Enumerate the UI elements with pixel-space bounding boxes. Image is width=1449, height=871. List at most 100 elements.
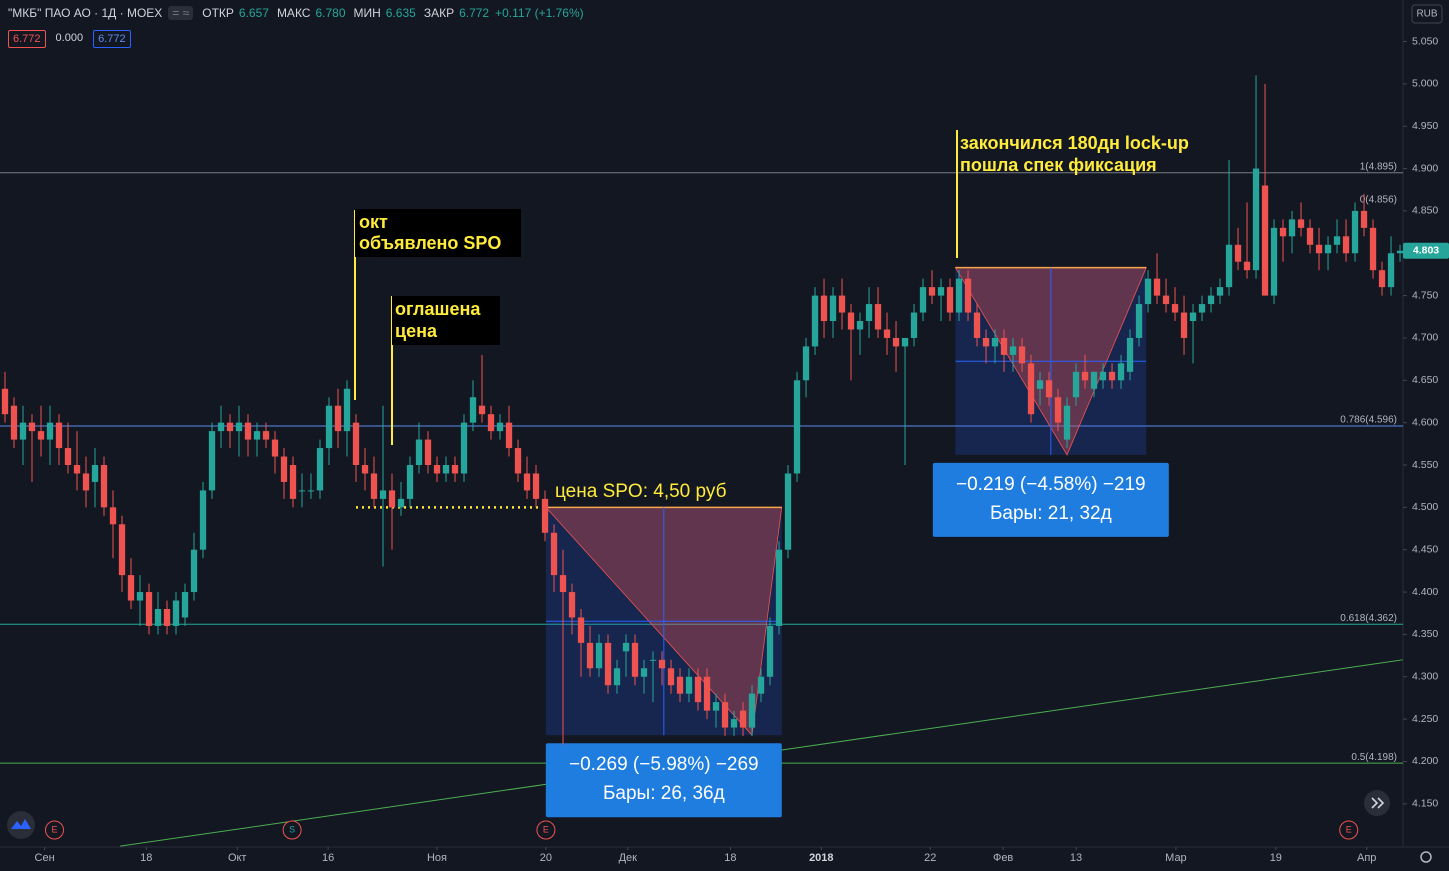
candle-body (1000, 337, 1008, 355)
candle-body (838, 295, 846, 313)
candle-body (1369, 227, 1377, 271)
y-tick-label: 4.450 (1412, 543, 1438, 555)
candle-body (1081, 371, 1089, 381)
candle-body (1144, 278, 1152, 305)
y-tick-label: 4.500 (1412, 501, 1438, 513)
candle-body (1009, 346, 1017, 355)
candle-body (406, 465, 414, 499)
x-tick-label: 22 (924, 852, 936, 864)
price-axis-bg (1403, 0, 1449, 871)
y-tick-label: 4.200 (1412, 755, 1438, 767)
candle-body (541, 498, 549, 533)
x-tick-label: Сен (35, 852, 55, 864)
candle-body (595, 642, 603, 669)
logo[interactable] (7, 811, 35, 839)
candle-body (559, 575, 567, 593)
annotation: объявлено SPO (359, 233, 501, 253)
event-label: E (1346, 824, 1352, 834)
field-value: 6.780 (315, 6, 346, 20)
candle-body (1027, 363, 1035, 415)
candle-body (586, 642, 594, 669)
annotation: цена (395, 321, 438, 341)
candle-body (667, 668, 675, 686)
candle-body (568, 592, 576, 618)
x-tick-label: 18 (724, 852, 736, 864)
candle-body (748, 693, 756, 728)
x-tick-label: 18 (140, 852, 152, 864)
event-marker[interactable] (45, 820, 65, 840)
y-tick-label: 4.750 (1412, 289, 1438, 301)
fields: ОТКР 6.657 МАКС 6.780 МИН 6.635 ЗАКР 6.772 (199, 6, 489, 20)
candle-body (1351, 210, 1359, 254)
y-tick-label: 4.850 (1412, 205, 1438, 217)
event-marker[interactable] (1339, 820, 1359, 840)
y-tick-label: 4.400 (1412, 586, 1438, 598)
candle-body (280, 456, 288, 482)
candle-body (1252, 168, 1260, 271)
toggle[interactable]: = ≈ (168, 6, 194, 20)
x-tick-label: 2018 (809, 852, 833, 864)
candle-body (343, 388, 351, 432)
candle-body (1234, 244, 1242, 262)
candle-body (1054, 397, 1062, 423)
candle-body (1396, 250, 1404, 254)
candle-body (424, 439, 432, 466)
candle-body (100, 465, 108, 508)
field-label: МАКС (276, 6, 311, 20)
candle-body (1207, 295, 1215, 305)
annotation: закончился 180дн lock-up (960, 133, 1189, 153)
candle-body (577, 617, 585, 643)
field-value: 6.772 (459, 6, 490, 20)
candle-body (262, 431, 270, 440)
candle-body (1171, 304, 1179, 313)
settings[interactable] (1420, 851, 1432, 863)
candle-body (1216, 287, 1224, 296)
candle-body (955, 278, 963, 313)
candle-body (784, 473, 792, 550)
candle-body (451, 465, 459, 474)
event-marker[interactable] (536, 820, 556, 840)
candle-body (235, 422, 243, 432)
field-value: 6.635 (385, 6, 416, 20)
candle-body (883, 329, 891, 338)
candle-body (775, 549, 783, 626)
candle-body (1324, 244, 1332, 254)
y-tick-label: 4.150 (1412, 798, 1438, 810)
candle-body (478, 405, 486, 415)
measure-label: Бары: 21, 32д (990, 503, 1112, 524)
event-marker[interactable] (282, 820, 302, 840)
candle-body (1135, 304, 1143, 338)
candle-body (1270, 227, 1278, 296)
x-tick-label: Дек (619, 852, 638, 864)
candle-body (1288, 219, 1296, 237)
candle-body (694, 676, 702, 703)
candle-body (163, 608, 171, 626)
candle-body (676, 676, 684, 694)
candle-body (352, 422, 360, 466)
candle-body (622, 642, 630, 652)
candle-body (613, 668, 621, 686)
candle-body (1, 388, 9, 415)
candle-body (91, 465, 99, 482)
currency-box[interactable] (1411, 4, 1443, 24)
measure-label: −0.219 (−4.58%) −219 (956, 474, 1146, 495)
last-price-tag (1403, 242, 1449, 259)
candle-body (550, 532, 558, 576)
candle-body (19, 422, 27, 440)
x-tick-label: Мар (1165, 852, 1187, 864)
y-tick-label: 4.300 (1412, 671, 1438, 683)
candle-body (991, 337, 999, 347)
candle-body (64, 448, 72, 466)
candle-body (1378, 270, 1386, 288)
candle-body (505, 422, 513, 449)
candle-body (865, 304, 873, 322)
measure-label-bg (932, 462, 1169, 537)
candle-body (217, 422, 225, 432)
candle-body (1225, 244, 1233, 288)
candle-body (982, 337, 990, 347)
candle-body (847, 312, 855, 330)
candle-body (82, 473, 90, 491)
candle-body (1342, 236, 1350, 254)
candle-body (820, 295, 828, 322)
candle-body (1180, 312, 1188, 338)
